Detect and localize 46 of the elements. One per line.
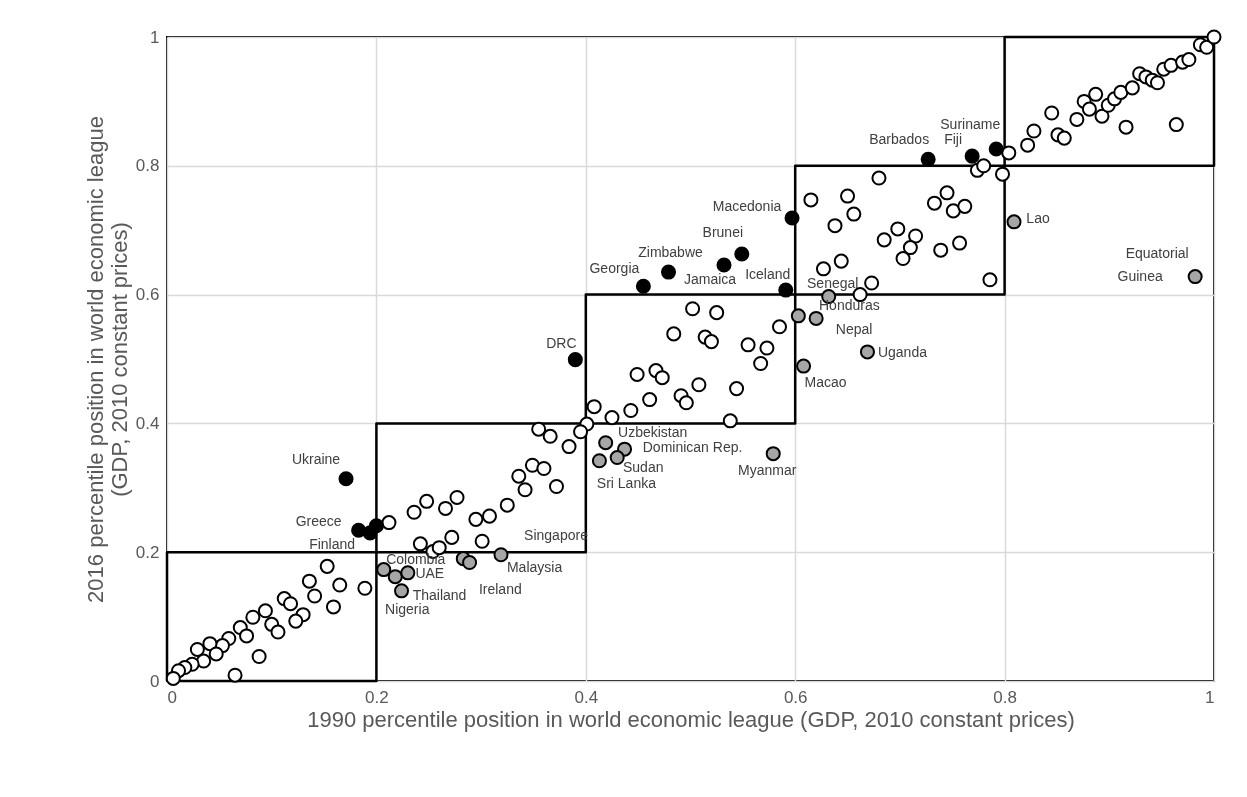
annotation: Ireland [478, 580, 522, 597]
y-tick-label: 0.8 [135, 156, 160, 176]
x-tick-label: 0.6 [783, 687, 808, 707]
annotation: Myanmar [738, 461, 797, 478]
annotation: Honduras [818, 296, 880, 313]
annotation: UAE [415, 564, 445, 581]
annotation: Barbados [869, 131, 930, 148]
y-axis-title: 2016 percentile position in world economic league (GDP, 2010 constant prices) [82, 116, 132, 603]
annotation: Uzbekistan [618, 423, 688, 440]
annotation: Sudan [622, 458, 664, 475]
annotation: Dominican Rep. [642, 439, 743, 456]
y-tick-label: 0 [150, 671, 160, 691]
x-tick-label: 1 [1205, 687, 1215, 707]
y-tick-label: 1 [150, 27, 160, 47]
y-tick-label: 0.4 [135, 413, 160, 433]
annotation: Senegal [807, 274, 859, 291]
annotation: Zimbabwe [638, 244, 704, 261]
annotation: Malaysia [506, 558, 563, 575]
annotation: Fiji [944, 131, 963, 148]
annotation: Nigeria [385, 600, 430, 617]
y-tick-label: 0.6 [135, 285, 160, 305]
annotation: Finland [309, 535, 356, 552]
x-axis-title: 1990 percentile position in world economic league (GDP, 2010 constant prices) [307, 706, 1075, 732]
annotation: Georgia [589, 260, 640, 277]
annotation: DRC [546, 334, 577, 351]
annotation: Macedonia [712, 197, 782, 214]
annotation: Nepal [835, 321, 873, 338]
annotation: Jamaica [683, 270, 737, 287]
annotation: Colombia [386, 550, 446, 567]
annotation: Brunei [702, 224, 744, 241]
annotation: Uganda [877, 343, 928, 360]
annotation: Equatorial [1125, 244, 1189, 261]
annotation: Macao [804, 374, 847, 391]
annotation: Guinea [1117, 267, 1163, 284]
x-tick-label: 0.8 [993, 687, 1017, 707]
annotation: Greece [295, 513, 342, 530]
x-tick-label: 0.2 [365, 687, 389, 707]
y-tick-label: 0.2 [135, 542, 160, 562]
x-tick-label: 0 [167, 687, 177, 707]
annotation: Suriname [940, 116, 1001, 133]
annotation: Iceland [745, 266, 791, 283]
annotation: Sri Lanka [596, 474, 657, 491]
annotation: Thailand [412, 586, 467, 603]
annotation: Lao [1026, 209, 1050, 226]
annotation: Ukraine [291, 450, 341, 467]
x-tick-label: 0.4 [574, 687, 599, 707]
